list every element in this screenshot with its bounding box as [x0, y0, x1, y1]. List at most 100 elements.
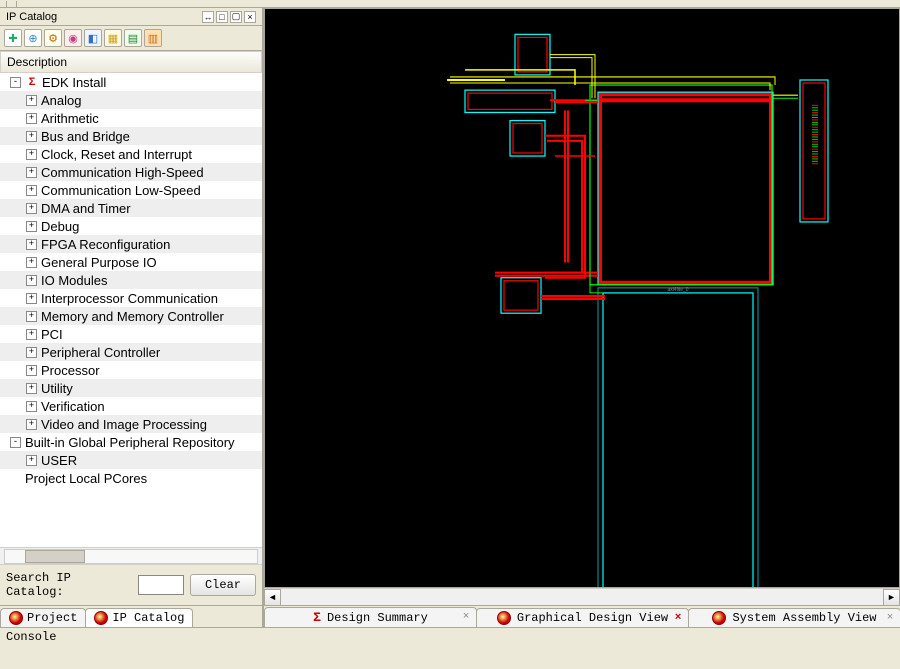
- tab-icon: [9, 611, 23, 625]
- tree-label: Processor: [41, 363, 100, 378]
- expand-icon[interactable]: +: [26, 329, 37, 340]
- tree-label: Debug: [41, 219, 79, 234]
- expand-icon[interactable]: +: [26, 167, 37, 178]
- panel-max-icon[interactable]: ▢: [230, 11, 242, 23]
- tree-row[interactable]: + Debug: [0, 217, 262, 235]
- tree-label: Communication Low-Speed: [41, 183, 201, 198]
- tree-row[interactable]: + FPGA Reconfiguration: [0, 235, 262, 253]
- tree-row[interactable]: + Interprocessor Communication: [0, 289, 262, 307]
- toolbar-button-3[interactable]: ◉: [64, 29, 82, 47]
- tree-row[interactable]: + Utility: [0, 379, 262, 397]
- tree-label: IO Modules: [41, 273, 107, 288]
- ip-tree[interactable]: -ΣEDK Install+Analog+Arithmetic+Bus and …: [0, 73, 262, 547]
- expand-icon[interactable]: +: [26, 365, 37, 376]
- tree-row[interactable]: +Analog: [0, 91, 262, 109]
- tree-label: Built-in Global Peripheral Repository: [25, 435, 235, 450]
- panel-dock-icon[interactable]: ↔: [202, 11, 214, 23]
- tree-row[interactable]: + Memory and Memory Controller: [0, 307, 262, 325]
- expand-icon[interactable]: +: [26, 149, 37, 160]
- toolbar-button-6[interactable]: ▤: [124, 29, 142, 47]
- clear-button[interactable]: Clear: [190, 574, 256, 596]
- close-icon[interactable]: ×: [884, 612, 896, 624]
- tree-label: Memory and Memory Controller: [41, 309, 224, 324]
- expand-icon[interactable]: +: [26, 221, 37, 232]
- expand-icon[interactable]: +: [26, 257, 37, 268]
- expand-icon[interactable]: +: [26, 113, 37, 124]
- toolbar-button-2[interactable]: ⚙: [44, 29, 62, 47]
- search-input[interactable]: [138, 575, 184, 595]
- expand-icon[interactable]: +: [26, 419, 37, 430]
- toolbar-button-1[interactable]: ⊕: [24, 29, 42, 47]
- tree-label: Peripheral Controller: [41, 345, 160, 360]
- expand-icon[interactable]: +: [26, 275, 37, 286]
- expand-icon[interactable]: +: [26, 311, 37, 322]
- tree-row[interactable]: +Communication High-Speed: [0, 163, 262, 181]
- column-header[interactable]: Description: [0, 51, 262, 73]
- collapse-icon[interactable]: -: [10, 77, 21, 88]
- tree-row[interactable]: + Processor: [0, 361, 262, 379]
- tree-label: Video and Image Processing: [41, 417, 207, 432]
- expand-icon[interactable]: +: [26, 95, 37, 106]
- expand-icon[interactable]: +: [26, 185, 37, 196]
- design-tab[interactable]: Graphical Design View ×: [476, 608, 689, 627]
- tree-row[interactable]: -Built-in Global Peripheral Repository: [0, 433, 262, 451]
- tree-label: Utility: [41, 381, 73, 396]
- tree-row[interactable]: +Bus and Bridge: [0, 127, 262, 145]
- toolbar-button-4[interactable]: ◧: [84, 29, 102, 47]
- tree-label: FPGA Reconfiguration: [41, 237, 170, 252]
- tree-label: Interprocessor Communication: [41, 291, 218, 306]
- toolbar-button-5[interactable]: ▦: [104, 29, 122, 47]
- tree-row[interactable]: +Verification: [0, 397, 262, 415]
- tree-row[interactable]: + Video and Image Processing: [0, 415, 262, 433]
- close-icon[interactable]: ×: [460, 611, 472, 623]
- scroll-left-icon[interactable]: ◄: [264, 589, 281, 606]
- expand-icon[interactable]: +: [26, 239, 37, 250]
- canvas-hscrollbar[interactable]: ◄ ►: [264, 588, 900, 605]
- left-tab[interactable]: Project: [0, 608, 86, 627]
- tree-row[interactable]: +PCI: [0, 325, 262, 343]
- tree-row[interactable]: -ΣEDK Install: [0, 73, 262, 91]
- collapse-icon[interactable]: -: [10, 437, 21, 448]
- expand-icon[interactable]: +: [26, 401, 37, 412]
- design-panel: axi4lite_0 ◄ ► ΣDesign Summary×Graphical…: [264, 8, 900, 627]
- tree-label: Clock, Reset and Interrupt: [41, 147, 192, 162]
- search-label: Search IP Catalog:: [6, 571, 132, 599]
- close-icon[interactable]: ×: [672, 612, 684, 624]
- tab-label: IP Catalog: [112, 611, 184, 625]
- expand-icon[interactable]: +: [26, 293, 37, 304]
- design-tabs: ΣDesign Summary×Graphical Design View×Sy…: [264, 605, 900, 627]
- tree-row[interactable]: + Peripheral Controller: [0, 343, 262, 361]
- tree-label: DMA and Timer: [41, 201, 131, 216]
- expand-icon[interactable]: +: [26, 383, 37, 394]
- tree-row[interactable]: + Clock, Reset and Interrupt: [0, 145, 262, 163]
- panel-restore-icon[interactable]: □: [216, 11, 228, 23]
- console-title: Console: [0, 627, 900, 645]
- expand-icon[interactable]: +: [26, 203, 37, 214]
- tree-hscrollbar[interactable]: [0, 547, 262, 564]
- tree-row[interactable]: +Arithmetic: [0, 109, 262, 127]
- expand-icon[interactable]: +: [26, 131, 37, 142]
- tree-row[interactable]: + Communication Low-Speed: [0, 181, 262, 199]
- panel-close-icon[interactable]: ×: [244, 11, 256, 23]
- tree-row[interactable]: Project Local PCores: [0, 469, 262, 487]
- sigma-icon: Σ: [313, 610, 321, 625]
- tree-row[interactable]: +USER: [0, 451, 262, 469]
- expand-icon[interactable]: +: [26, 455, 37, 466]
- left-tab[interactable]: IP Catalog: [85, 608, 193, 627]
- toolbar-button-7[interactable]: ▥: [144, 29, 162, 47]
- tab-label: Graphical Design View: [517, 611, 668, 625]
- tab-icon: [94, 611, 108, 625]
- tree-row[interactable]: + IO Modules: [0, 271, 262, 289]
- toolbar-button-0[interactable]: ✚: [4, 29, 22, 47]
- design-tab[interactable]: ΣDesign Summary×: [264, 607, 477, 627]
- expand-icon[interactable]: +: [26, 347, 37, 358]
- tree-label: General Purpose IO: [41, 255, 157, 270]
- panel-title-text: IP Catalog: [6, 11, 57, 23]
- tree-row[interactable]: + DMA and Timer: [0, 199, 262, 217]
- tab-icon: [497, 611, 511, 625]
- scroll-right-icon[interactable]: ►: [883, 589, 900, 606]
- schematic-canvas[interactable]: axi4lite_0: [264, 8, 900, 588]
- search-row: Search IP Catalog: Clear: [0, 564, 262, 605]
- design-tab[interactable]: System Assembly View×: [688, 608, 900, 627]
- tree-row[interactable]: + General Purpose IO: [0, 253, 262, 271]
